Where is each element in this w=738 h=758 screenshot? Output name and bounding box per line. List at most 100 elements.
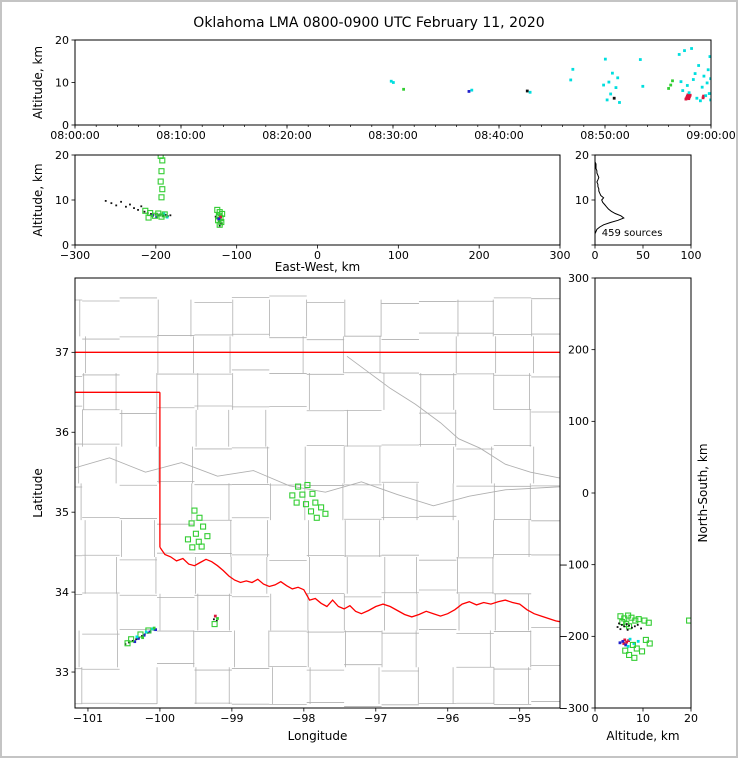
panel-content (389, 47, 711, 104)
source-point (470, 88, 474, 92)
source-point (467, 90, 471, 93)
source-point (691, 78, 695, 81)
y-tick-label: −100 (559, 558, 589, 571)
y-tick-label: 0 (62, 119, 69, 132)
source-point (645, 619, 652, 626)
source-point (289, 492, 296, 499)
source-point (313, 514, 320, 521)
source-point (618, 101, 621, 104)
source-point (612, 96, 616, 100)
state-border-red-river (159, 546, 560, 623)
source-point (611, 71, 614, 75)
source-point (688, 93, 692, 97)
source-point (137, 209, 139, 211)
panel-content (595, 161, 625, 245)
source-point (141, 635, 143, 637)
source-point (312, 499, 319, 506)
source-point (218, 224, 221, 227)
source-point (687, 91, 691, 95)
x-tick-label: 200 (469, 249, 490, 262)
source-point (120, 200, 122, 203)
source-point (605, 98, 609, 102)
source-point (699, 99, 702, 103)
panel-plan_view_map: −101 −100 −99 −98 −97 −96 −95 33 34 35 36 37 Longitu… (31, 277, 561, 743)
x-tick-label: −99 (220, 712, 243, 725)
source-point (322, 510, 329, 517)
river-canadian (75, 457, 560, 507)
source-point (697, 64, 701, 67)
source-point (104, 200, 107, 202)
source-point (215, 619, 218, 622)
source-point (614, 86, 618, 89)
source-point (200, 523, 207, 530)
x-tick-label: −98 (292, 712, 315, 725)
source-point (641, 84, 645, 88)
source-point (219, 210, 226, 217)
panel-content (104, 155, 226, 228)
source-point (318, 504, 325, 511)
source-point (683, 49, 686, 53)
x-tick-label: −97 (364, 712, 387, 725)
x-tick-label: 08:30:00 (368, 129, 417, 142)
source-point (679, 80, 683, 84)
source-point (110, 202, 113, 205)
source-point (204, 533, 211, 540)
sources-count-annotation: 459 sources (602, 228, 663, 239)
source-point (635, 616, 642, 623)
source-point (129, 203, 131, 206)
source-point (402, 87, 405, 91)
source-point (623, 625, 626, 628)
source-point (629, 641, 636, 648)
y-tick-label: 10 (575, 194, 589, 207)
source-point (216, 617, 219, 620)
source-point (196, 514, 203, 521)
source-point (706, 68, 710, 72)
source-point (603, 57, 607, 61)
source-point (144, 630, 148, 634)
source-point (213, 614, 217, 618)
source-point (632, 617, 639, 624)
source-point (693, 72, 697, 75)
x-tick-label: −101 (73, 712, 103, 725)
source-point (158, 213, 162, 217)
source-point (162, 214, 165, 217)
source-point (618, 622, 620, 625)
source-point (145, 214, 152, 221)
y-tick-label: 20 (55, 34, 69, 47)
source-point (158, 168, 165, 175)
source-point (131, 639, 134, 642)
y-axis-label: Altitude, km (31, 163, 45, 236)
source-point (609, 92, 613, 96)
source-point (642, 636, 649, 643)
source-point (295, 483, 302, 490)
y-tick-label: 20 (55, 149, 69, 162)
source-point (619, 628, 622, 631)
x-tick-label: 08:00:00 (50, 129, 99, 142)
source-point (189, 544, 196, 551)
source-point (628, 637, 632, 641)
source-point (616, 76, 620, 80)
source-point (636, 639, 640, 643)
source-point (169, 214, 172, 217)
x-tick-label: −96 (436, 712, 459, 725)
source-point (571, 67, 575, 71)
source-point (293, 499, 300, 506)
y-tick-label: 20 (575, 149, 589, 162)
source-point (681, 89, 685, 92)
y-tick-label: 36 (55, 426, 69, 439)
source-point (669, 83, 673, 87)
source-point (142, 633, 146, 637)
x-tick-label: −95 (508, 712, 531, 725)
source-point (188, 520, 195, 527)
source-point (704, 94, 708, 98)
source-point (708, 55, 711, 58)
axes-frame (74, 154, 561, 246)
source-point (528, 90, 532, 94)
source-point (155, 215, 159, 219)
source-point (631, 654, 638, 661)
source-point (646, 640, 653, 647)
x-axis-label: Altitude, km (606, 729, 679, 743)
source-point (623, 638, 627, 642)
source-point (690, 47, 693, 50)
